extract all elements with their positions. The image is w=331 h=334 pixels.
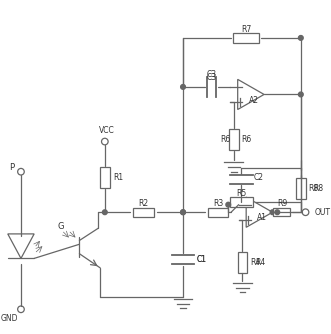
Text: C1: C1: [196, 255, 206, 264]
Text: R2: R2: [138, 199, 149, 208]
Text: R6: R6: [221, 135, 231, 144]
Bar: [230, 197, 253, 206]
Text: G: G: [57, 222, 64, 231]
Text: R3: R3: [213, 199, 223, 208]
Bar: [100, 167, 110, 188]
Circle shape: [275, 210, 280, 214]
Bar: [229, 129, 239, 150]
Text: GND: GND: [1, 314, 19, 323]
Polygon shape: [8, 234, 34, 259]
Circle shape: [181, 85, 185, 89]
Polygon shape: [238, 79, 264, 110]
Circle shape: [226, 202, 231, 207]
Text: C3: C3: [206, 70, 216, 79]
Bar: [296, 178, 306, 199]
Circle shape: [103, 210, 107, 214]
Circle shape: [299, 92, 303, 97]
Text: R9: R9: [277, 199, 287, 208]
Circle shape: [181, 210, 185, 214]
Text: P: P: [9, 163, 14, 171]
Bar: [238, 252, 247, 273]
Text: R8: R8: [313, 184, 323, 193]
Text: R4: R4: [251, 258, 261, 267]
Bar: [273, 208, 291, 216]
Text: C1: C1: [196, 255, 206, 264]
Text: R1: R1: [113, 173, 123, 182]
Text: A1: A1: [257, 213, 267, 222]
Text: R7: R7: [241, 25, 251, 34]
Text: C2: C2: [254, 173, 264, 182]
Text: R8: R8: [308, 184, 318, 193]
Bar: [133, 207, 154, 217]
Text: R4: R4: [256, 258, 266, 267]
Text: R5: R5: [236, 189, 247, 198]
Text: R6: R6: [241, 135, 251, 144]
Circle shape: [299, 35, 303, 40]
Text: OUT: OUT: [315, 208, 331, 217]
Circle shape: [270, 210, 275, 214]
Text: C3: C3: [206, 73, 216, 82]
Circle shape: [181, 210, 185, 214]
Polygon shape: [246, 197, 272, 227]
Bar: [208, 207, 228, 217]
Bar: [233, 33, 260, 43]
Text: VCC: VCC: [99, 126, 115, 135]
Text: A2: A2: [249, 96, 259, 105]
